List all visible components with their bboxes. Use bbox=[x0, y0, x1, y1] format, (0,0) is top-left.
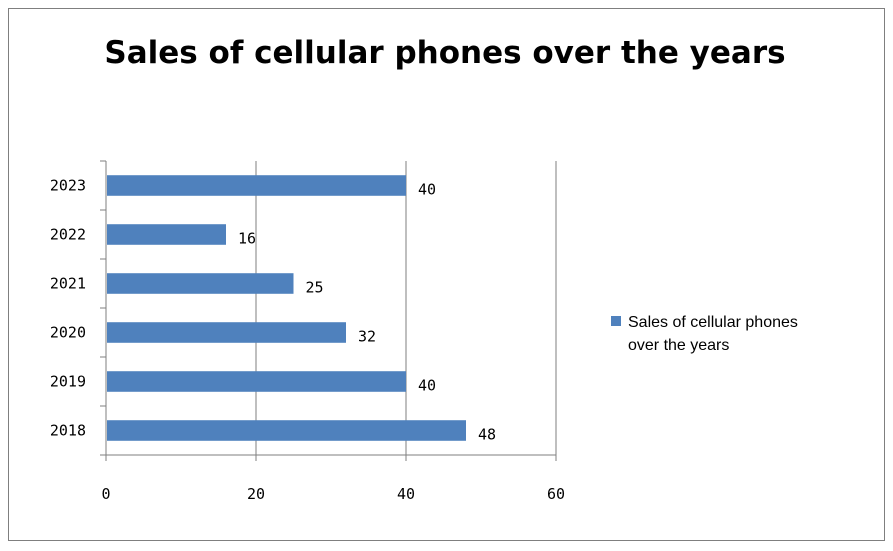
data-label: 40 bbox=[418, 377, 436, 395]
gridlines bbox=[255, 161, 557, 455]
y-tick-label: 2020 bbox=[50, 324, 86, 342]
bar-2023 bbox=[107, 175, 406, 196]
chart-title: Sales of cellular phones over the years bbox=[104, 35, 786, 71]
bar-2020 bbox=[107, 322, 346, 343]
data-label: 25 bbox=[306, 279, 324, 297]
x-tick-label: 20 bbox=[247, 485, 265, 503]
legend: Sales of cellular phones over the years bbox=[611, 314, 798, 354]
y-tick-label: 2023 bbox=[50, 177, 86, 195]
axes: 0 20 40 60 2018 2019 2020 2021 2022 2023 bbox=[50, 160, 565, 503]
legend-label: over the years bbox=[628, 337, 729, 354]
data-label: 48 bbox=[478, 426, 496, 444]
bar-2021 bbox=[107, 273, 294, 294]
data-label: 32 bbox=[358, 328, 376, 346]
y-tick-label: 2022 bbox=[50, 226, 86, 244]
bar-2022 bbox=[107, 224, 226, 245]
bar-2019 bbox=[107, 371, 406, 392]
bars bbox=[107, 175, 466, 441]
x-tick-label: 40 bbox=[397, 485, 415, 503]
data-label: 16 bbox=[238, 230, 256, 248]
legend-swatch bbox=[611, 316, 621, 326]
data-label: 40 bbox=[418, 181, 436, 199]
x-tick-label: 0 bbox=[101, 485, 110, 503]
bar-2018 bbox=[107, 420, 466, 441]
y-tick-label: 2018 bbox=[50, 422, 86, 440]
data-labels: 48 40 32 25 16 40 bbox=[238, 181, 496, 444]
x-tick-label: 60 bbox=[547, 485, 565, 503]
y-tick-label: 2019 bbox=[50, 373, 86, 391]
legend-label: Sales of cellular phones bbox=[628, 314, 798, 331]
y-tick-label: 2021 bbox=[50, 275, 86, 293]
